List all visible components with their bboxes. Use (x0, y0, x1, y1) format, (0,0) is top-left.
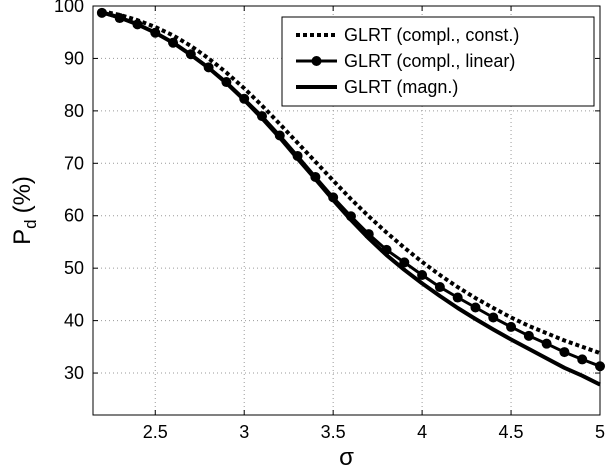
y-axis-title: Pd (%) (9, 176, 40, 245)
y-tick-label: 70 (64, 153, 84, 173)
series-line (101, 10, 601, 387)
data-point-marker (541, 338, 552, 349)
x-axis-title: σ (339, 444, 354, 470)
data-point-marker (417, 269, 428, 280)
y-tick-label: 50 (64, 258, 84, 278)
legend-item: GLRT (magn.) (296, 77, 458, 97)
plot-series (96, 7, 605, 387)
data-point-marker (470, 302, 481, 313)
x-tick-label: 3.5 (321, 422, 346, 442)
y-tick-label: 90 (64, 48, 84, 68)
y-axis-title-unit: (%) (9, 176, 36, 213)
legend-label: GLRT (compl., linear) (344, 51, 515, 71)
x-tick-label: 4.5 (499, 422, 524, 442)
y-axis-title-subscript: d (21, 219, 40, 228)
data-point-marker (577, 354, 588, 365)
y-tick-label: 30 (64, 363, 84, 383)
legend-marker (311, 56, 322, 66)
data-point-marker (434, 282, 445, 293)
x-tick-label: 5 (595, 422, 605, 442)
legend: GLRT (compl., const.) GLRT (compl., linea… (281, 16, 595, 107)
x-tick-label: 4 (417, 422, 427, 442)
data-point-marker (399, 257, 410, 268)
y-tick-label: 100 (54, 0, 84, 16)
x-tick-label: 2.5 (143, 422, 168, 442)
legend-item: GLRT (compl., const.) (296, 25, 519, 45)
series-line (101, 9, 601, 355)
y-tick-label: 40 (64, 311, 84, 331)
data-point-marker (559, 347, 570, 358)
axis-ticks (93, 5, 601, 415)
y-tick-label: 60 (64, 206, 84, 226)
series-compl-const (101, 9, 601, 355)
legend-label: GLRT (compl., const.) (344, 25, 519, 45)
series-magn (101, 10, 601, 387)
y-tick-label: 80 (64, 101, 84, 121)
data-point-marker (523, 330, 534, 341)
data-point-marker (506, 321, 517, 332)
data-point-marker (452, 292, 463, 303)
legend-item: GLRT (compl., linear) (296, 51, 515, 71)
plot-frame (92, 5, 601, 416)
y-axis-title-main: P (9, 229, 36, 245)
svg-text:Pd(%): Pd (%) (9, 176, 40, 245)
data-point-marker (488, 312, 499, 323)
axis-tick-labels: 2.5 3 3.5 4 4.5 5 30 40 50 60 70 80 90 100 (54, 0, 605, 442)
x-tick-label: 3 (239, 422, 249, 442)
legend-label: GLRT (magn.) (344, 77, 458, 97)
